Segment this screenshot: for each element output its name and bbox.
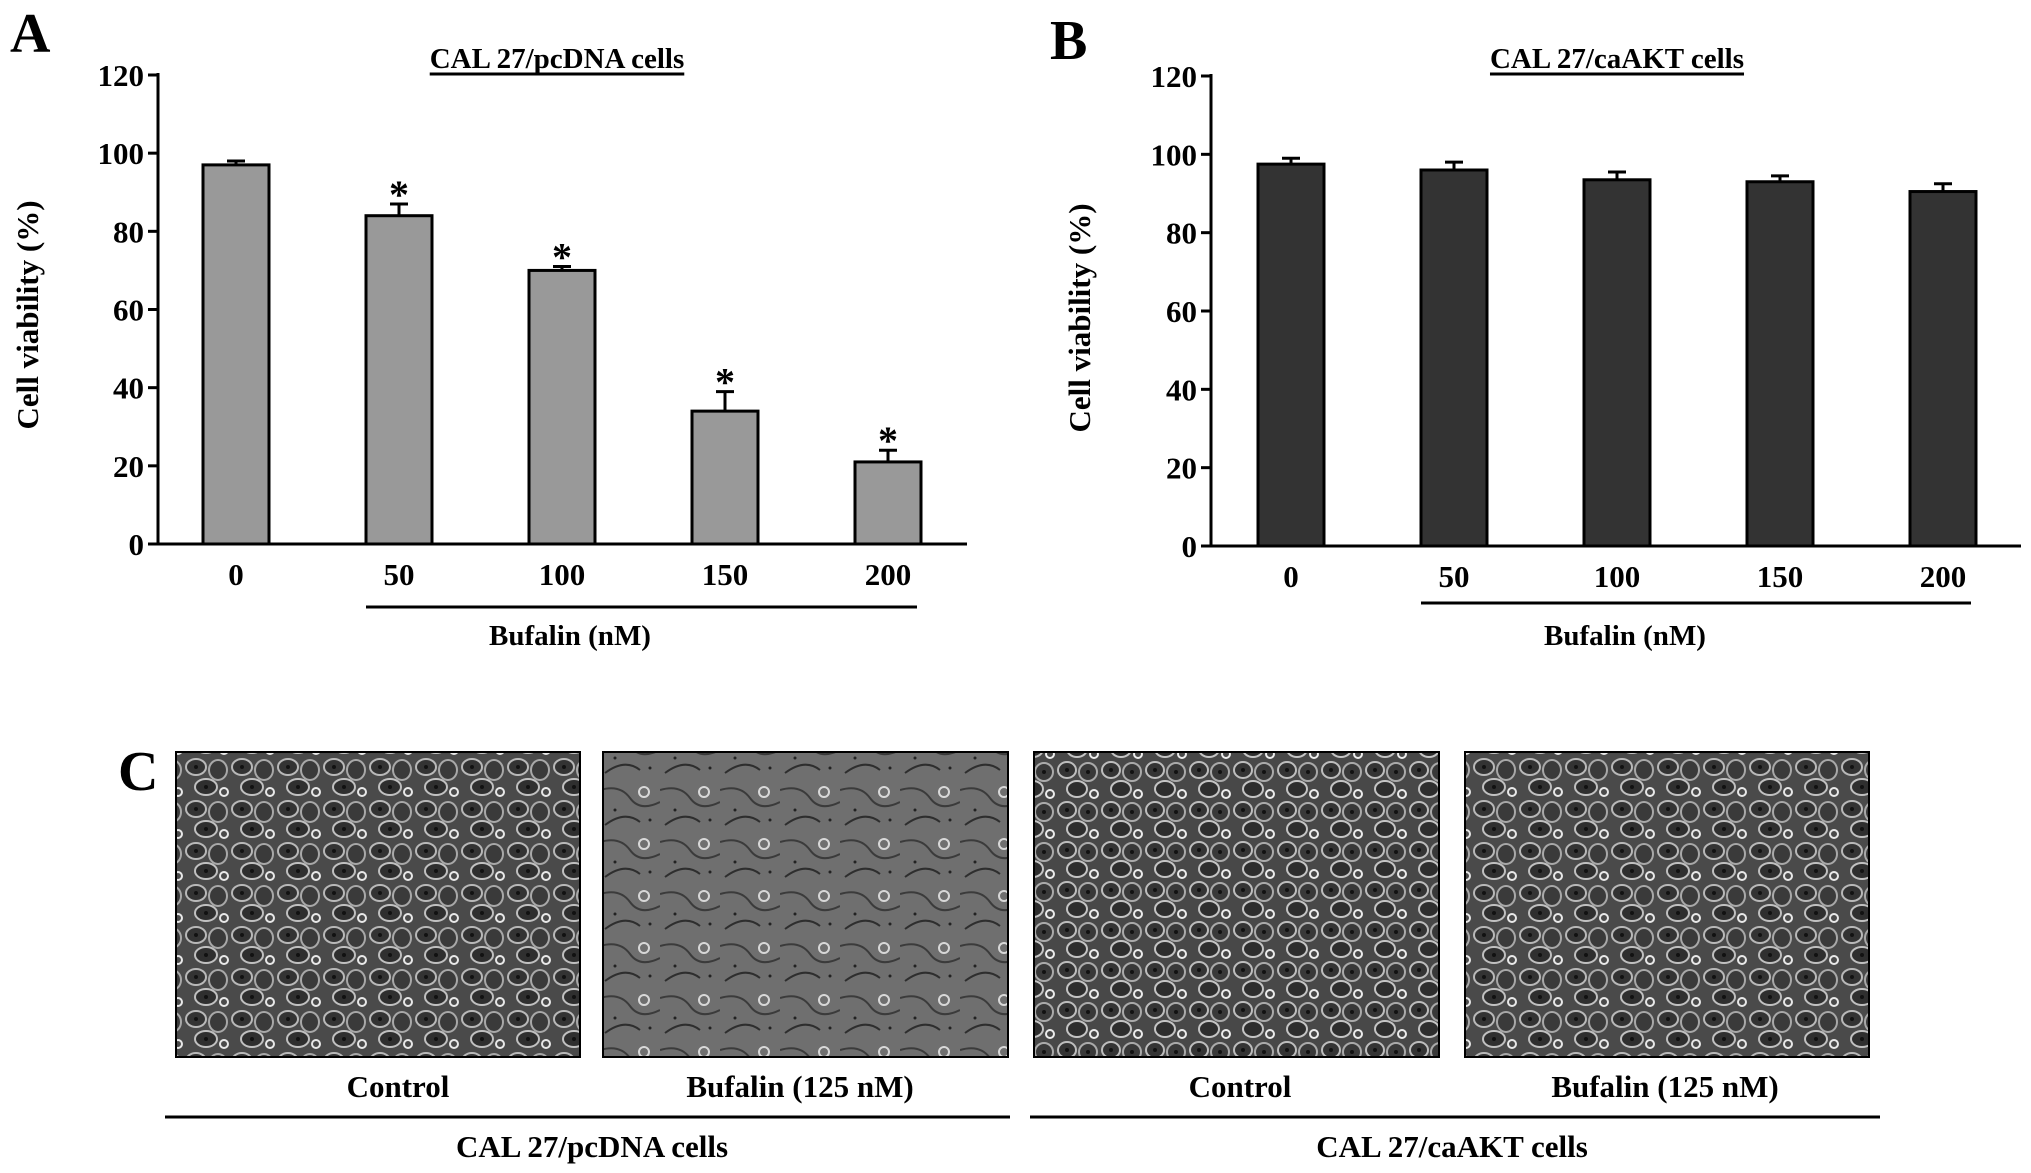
chart-b-x-tick-label: 100: [1594, 559, 1641, 594]
chart-a-y-tick-label: 80: [113, 214, 144, 249]
chart-a-x-tick-label: 0: [228, 557, 244, 592]
chart-b: CAL 27/caAKT cells Cell viability (%) Bu…: [1062, 43, 2021, 652]
chart-a-y-tick-label: 120: [98, 58, 145, 93]
chart-a-x-tick-label: 200: [865, 557, 912, 592]
micrograph-caakt-bufalin: [1464, 751, 1870, 1058]
micrograph-label-4: Bufalin (125 nM): [1551, 1069, 1778, 1104]
chart-a-x-tick-label: 50: [384, 557, 415, 592]
chart-a-y-tick-label: 0: [129, 527, 145, 562]
chart-a-x-axis-label: Bufalin (nM): [489, 620, 651, 652]
chart-b-y-tick-label: 120: [1151, 59, 1198, 94]
chart-b-y-tick-label: 40: [1166, 372, 1197, 407]
micrograph-pcdna-control: [175, 751, 581, 1058]
chart-a-bar: [853, 460, 923, 546]
chart-a: CAL 27/pcDNA cells Cell viability (%) Bu…: [10, 43, 967, 652]
micrograph-label-2: Bufalin (125 nM): [686, 1069, 913, 1104]
chart-b-x-axis-label: Bufalin (nM): [1544, 620, 1706, 652]
chart-b-x-tick-label: 150: [1757, 559, 1804, 594]
chart-a-significance-marker: *: [715, 360, 735, 405]
chart-a-x-tick-label: 100: [539, 557, 586, 592]
chart-b-bar: [1582, 178, 1652, 548]
micrograph-label-1: Control: [347, 1069, 450, 1104]
chart-b-x-tick-label: 200: [1920, 559, 1967, 594]
chart-a-bar: [690, 409, 760, 546]
panel-letter-c: C: [118, 741, 158, 803]
chart-b-y-axis-label: Cell viability (%): [1062, 203, 1097, 432]
chart-b-title: CAL 27/caAKT cells: [1490, 43, 1744, 75]
chart-b-bar: [1419, 168, 1489, 548]
chart-b-bar: [1745, 180, 1815, 548]
chart-a-bar: [527, 268, 597, 546]
chart-b-bar: [1256, 162, 1326, 548]
chart-a-y-axis-label: Cell viability (%): [10, 200, 45, 429]
chart-a-y-tick-label: 100: [98, 136, 145, 171]
chart-a-bar: [201, 163, 271, 546]
chart-b-x-tick-label: 0: [1283, 559, 1299, 594]
chart-b-bar: [1908, 190, 1978, 548]
micrograph-label-3: Control: [1189, 1069, 1292, 1104]
chart-b-y-tick-label: 80: [1166, 216, 1197, 251]
chart-a-significance-marker: *: [389, 172, 409, 217]
panel-letter-b: B: [1050, 10, 1087, 72]
chart-b-y-tick-label: 0: [1182, 529, 1198, 564]
group-label-pcdna: CAL 27/pcDNA cells: [456, 1129, 728, 1164]
chart-b-y-tick-label: 100: [1151, 137, 1198, 172]
chart-b-x-tick-label: 50: [1439, 559, 1470, 594]
chart-a-x-tick-label: 150: [702, 557, 749, 592]
chart-a-significance-marker: *: [878, 418, 898, 463]
chart-a-bar: [364, 214, 434, 546]
chart-a-significance-marker: *: [552, 235, 572, 280]
chart-a-y-tick-label: 20: [113, 449, 144, 484]
group-label-caakt: CAL 27/caAKT cells: [1316, 1129, 1588, 1164]
panel-c-micrographs: Control Bufalin (125 nM) Control Bufalin…: [165, 751, 1880, 1164]
chart-b-y-tick-label: 60: [1166, 294, 1197, 329]
chart-b-y-tick-label: 20: [1166, 451, 1197, 486]
chart-a-y-tick-label: 60: [113, 293, 144, 328]
micrograph-pcdna-bufalin: [602, 751, 1009, 1058]
micrograph-caakt-control: [1033, 751, 1440, 1058]
chart-a-y-tick-label: 40: [113, 371, 144, 406]
panel-letter-a: A: [10, 3, 51, 65]
chart-a-title: CAL 27/pcDNA cells: [430, 43, 685, 75]
